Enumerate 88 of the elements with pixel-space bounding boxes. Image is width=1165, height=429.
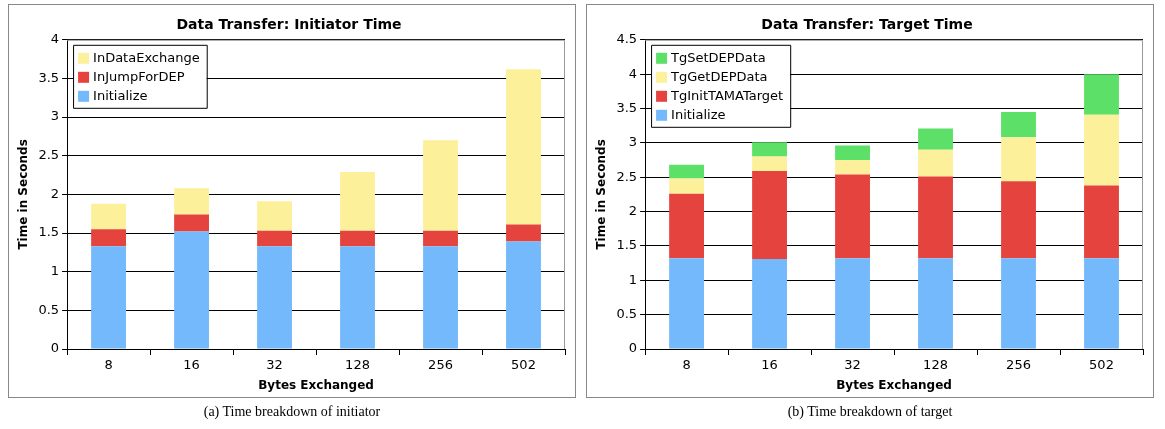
bar <box>669 258 704 349</box>
text: (a) Time breakdown of initiator <box>202 404 382 420</box>
bar <box>1001 181 1036 259</box>
bar <box>918 128 953 150</box>
bar <box>752 142 787 157</box>
y-tick-label: 1 <box>628 271 638 287</box>
legend-label: Initialize <box>93 88 148 104</box>
bar <box>835 174 870 259</box>
bar <box>1084 74 1119 115</box>
legend-label: TgSetDEPData <box>670 50 766 66</box>
y-tick-label: 0 <box>50 340 60 356</box>
x-axis-title: Bytes Exchanged <box>836 377 952 392</box>
y-tick-label: 0 <box>628 340 638 356</box>
y-tick-label: 4 <box>628 65 638 81</box>
x-tick-label: 502 <box>511 357 536 373</box>
bar <box>257 246 292 349</box>
bar <box>340 246 375 349</box>
x-tick-label: 8 <box>104 357 113 373</box>
bar <box>752 171 787 259</box>
bar <box>91 246 126 349</box>
bar <box>835 258 870 349</box>
y-tick-label: 2 <box>50 185 60 201</box>
legend-label: TgInitTAMATarget <box>670 88 784 104</box>
bar <box>257 201 292 231</box>
bar <box>506 224 541 242</box>
x-tick-label: 16 <box>183 357 200 373</box>
y-tick-label: 3 <box>50 108 60 124</box>
bar <box>91 203 126 230</box>
y-tick-label: 3.5 <box>38 69 60 85</box>
bar <box>91 229 126 247</box>
x-tick-label: 502 <box>1089 357 1114 373</box>
bar <box>174 188 209 215</box>
bar <box>506 241 541 349</box>
x-tick-label: 128 <box>345 357 370 373</box>
y-tick-label: 2.5 <box>616 168 638 184</box>
y-tick-label: 2.5 <box>38 147 60 163</box>
bar <box>1084 185 1119 259</box>
x-tick-label: 128 <box>923 357 948 373</box>
y-axis-title: Time in Seconds <box>16 139 31 250</box>
y-tick-label: 0.5 <box>38 301 60 317</box>
bar <box>835 160 870 175</box>
bar <box>1001 137 1036 182</box>
bar <box>1001 258 1036 349</box>
y-tick-label: 1.5 <box>38 224 60 240</box>
bar <box>918 176 953 259</box>
bar <box>174 231 209 349</box>
legend-label: InJumpForDEP <box>93 69 185 85</box>
y-tick-label: 4 <box>50 31 60 47</box>
legend-label: TgGetDEPData <box>670 69 768 85</box>
bar <box>669 193 704 259</box>
legend-label: InDataExchange <box>93 50 200 66</box>
bar <box>506 69 541 225</box>
bar <box>1084 114 1119 186</box>
bar <box>752 156 787 172</box>
y-tick-label: 3 <box>628 134 638 150</box>
x-tick-label: 8 <box>682 357 691 373</box>
bar <box>257 230 292 247</box>
bar <box>752 258 787 349</box>
bar <box>918 258 953 349</box>
y-tick-label: 2 <box>628 202 638 218</box>
x-tick-label: 256 <box>1006 357 1031 373</box>
bar <box>423 230 458 247</box>
y-tick-label: 4.5 <box>616 31 638 47</box>
bar <box>174 214 209 232</box>
bar <box>918 149 953 177</box>
x-tick-label: 32 <box>266 357 283 373</box>
bar <box>423 246 458 349</box>
chart-title: Data Transfer: Initiator Time <box>176 16 402 33</box>
y-tick-label: 0.5 <box>616 306 638 322</box>
x-tick-label: 256 <box>428 357 453 373</box>
bar <box>423 140 458 231</box>
bar <box>340 230 375 247</box>
chart-title: Data Transfer: Target Time <box>761 16 973 33</box>
y-tick-label: 1 <box>50 263 60 279</box>
bar <box>835 145 870 161</box>
legend-label: Initialize <box>671 107 726 123</box>
x-tick-label: 32 <box>844 357 861 373</box>
x-tick-label: 16 <box>761 357 778 373</box>
bar <box>340 171 375 231</box>
y-axis-title: Time in Seconds <box>594 139 609 250</box>
x-axis-title: Bytes Exchanged <box>258 377 374 392</box>
bar <box>669 178 704 194</box>
y-tick-label: 3.5 <box>616 99 638 115</box>
bar <box>669 164 704 179</box>
y-tick-label: 1.5 <box>616 237 638 253</box>
bar <box>1001 111 1036 138</box>
bar <box>1084 258 1119 349</box>
text: (b) Time breakdown of target <box>786 404 954 420</box>
